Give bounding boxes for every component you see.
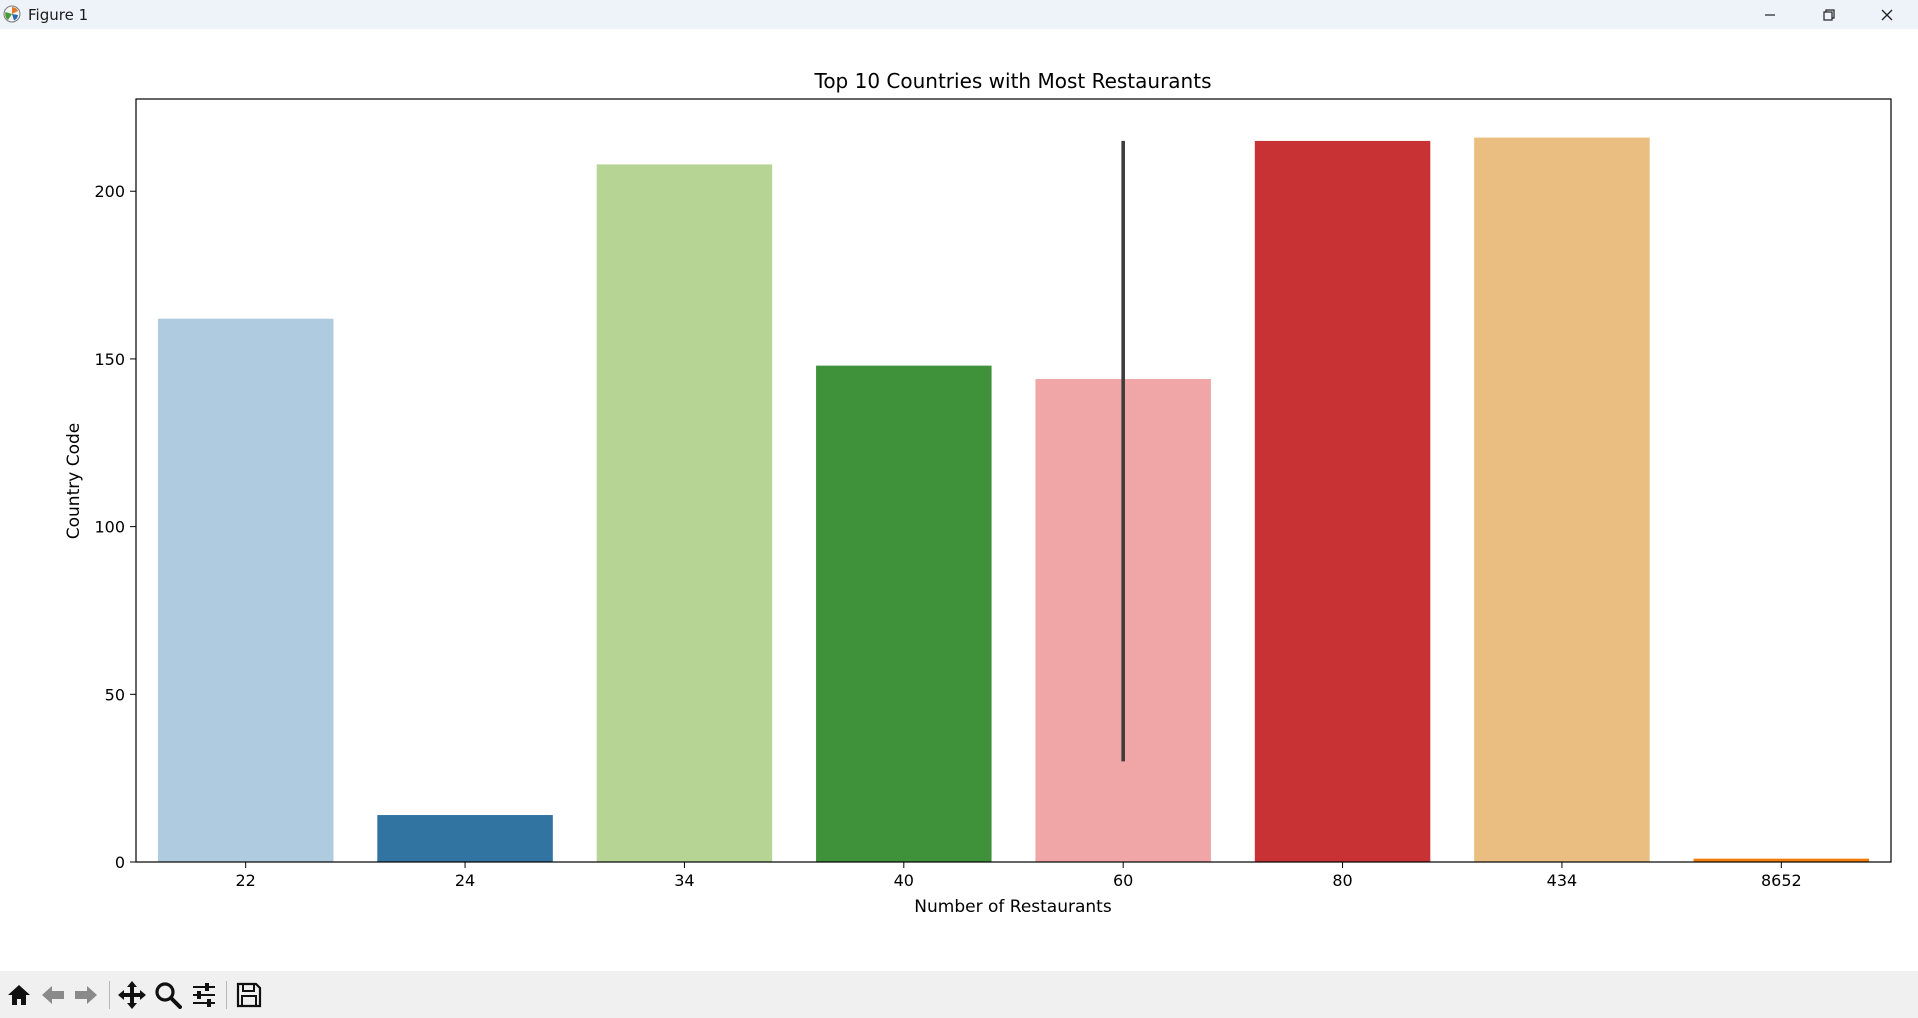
x-tick-label: 8652 xyxy=(1761,871,1802,890)
bar-chart: Top 10 Countries with Most Restaurants 0… xyxy=(64,69,1892,917)
sliders-icon xyxy=(193,983,215,1007)
close-icon xyxy=(1881,9,1893,20)
bar-80 xyxy=(1254,140,1431,862)
arrow-right-icon xyxy=(75,986,97,1004)
pan-button[interactable] xyxy=(116,979,148,1011)
x-tick-label: 34 xyxy=(674,871,694,890)
plot-area-frame xyxy=(135,98,1892,863)
bar-8652 xyxy=(1693,858,1870,862)
configure-subplots-button[interactable] xyxy=(188,979,220,1011)
minimize-icon xyxy=(1765,13,1775,16)
toolbar-separator xyxy=(109,981,110,1009)
home-icon xyxy=(8,985,30,1005)
zoom-button[interactable] xyxy=(152,979,184,1011)
window-titlebar: Figure 1 xyxy=(0,0,1918,29)
y-tick-label: 0 xyxy=(115,853,125,872)
figure-canvas: Top 10 Countries with Most Restaurants 0… xyxy=(0,29,1918,971)
forward-button[interactable] xyxy=(70,979,102,1011)
save-button[interactable] xyxy=(233,979,265,1011)
back-button[interactable] xyxy=(37,979,69,1011)
restore-button[interactable] xyxy=(1800,0,1858,29)
y-tick-label: 200 xyxy=(94,182,125,201)
floppy-disk-icon xyxy=(236,982,262,1008)
bar-22 xyxy=(157,318,334,863)
move-icon xyxy=(118,981,146,1009)
y-tick-label: 50 xyxy=(105,685,125,704)
chart-title: Top 10 Countries with Most Restaurants xyxy=(814,69,1212,93)
matplotlib-app-icon xyxy=(3,5,21,23)
bar-34 xyxy=(596,164,773,862)
navigation-toolbar xyxy=(0,971,1918,1018)
bar-40 xyxy=(816,365,992,862)
x-tick-label: 60 xyxy=(1113,871,1133,890)
y-axis-label: Country Code xyxy=(64,423,84,539)
x-tick-label: 40 xyxy=(894,871,914,890)
restore-icon xyxy=(1823,8,1835,21)
close-button[interactable] xyxy=(1858,0,1916,29)
toolbar-separator xyxy=(226,981,227,1009)
minimize-button[interactable] xyxy=(1741,0,1799,29)
x-tick-label: 80 xyxy=(1332,871,1352,890)
x-axis-label: Number of Restaurants xyxy=(914,897,1112,917)
x-tick-label: 22 xyxy=(236,871,256,890)
magnifier-icon xyxy=(155,982,182,1009)
x-tick-label: 434 xyxy=(1547,871,1578,890)
y-tick-label: 100 xyxy=(94,518,125,537)
bar-24 xyxy=(377,815,553,862)
x-tick-label: 24 xyxy=(455,871,475,890)
y-tick-label: 150 xyxy=(94,350,125,369)
home-button[interactable] xyxy=(3,979,35,1011)
bar-434 xyxy=(1474,137,1650,863)
window-title: Figure 1 xyxy=(28,6,89,24)
arrow-left-icon xyxy=(42,986,64,1004)
